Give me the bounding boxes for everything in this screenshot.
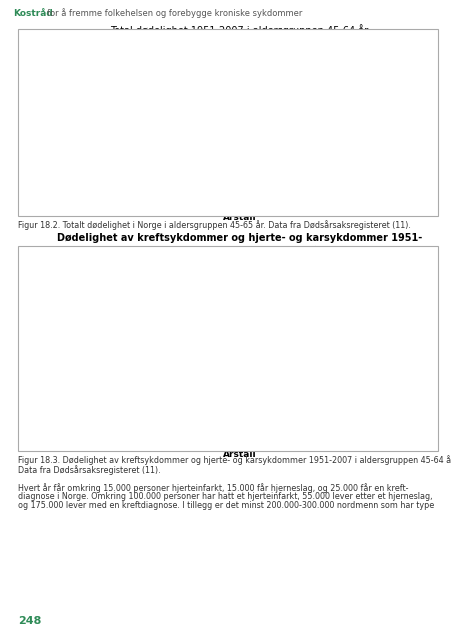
- Legend: Total død menn, Total død kvinner: Total død menn, Total død kvinner: [329, 42, 416, 68]
- Text: Hvert år får omkring 15.000 personer hjerteinfarkt, 15.000 får hjerneslag, og 25: Hvert år får omkring 15.000 personer hje…: [18, 483, 408, 493]
- X-axis label: Årstall: Årstall: [222, 213, 256, 222]
- Text: for å fremme folkehelsen og forebygge kroniske sykdommer: for å fremme folkehelsen og forebygge kr…: [47, 8, 302, 18]
- Text: Figur 18.2. Totalt dødelighet i Norge i aldersgruppen 45-65 år. Data fra Dødsårs: Figur 18.2. Totalt dødelighet i Norge i …: [18, 220, 410, 230]
- Title: Dødelighet av kreftsykdommer og hjerte- og karsykdommer 1951-
2007 i aldersgrupp: Dødelighet av kreftsykdommer og hjerte- …: [57, 233, 421, 259]
- Text: og 175.000 lever med en kreftdiagnose. I tillegg er det minst 200.000-300.000 no: og 175.000 lever med en kreftdiagnose. I…: [18, 501, 433, 510]
- Text: Figur 18.3. Dødelighet av kreftsykdommer og hjerte- og karsykdommer 1951-2007 i : Figur 18.3. Dødelighet av kreftsykdommer…: [18, 455, 451, 465]
- Text: diagnose i Norge. Omkring 100.000 personer har hatt et hjerteinfarkt, 55.000 lev: diagnose i Norge. Omkring 100.000 person…: [18, 492, 432, 501]
- Y-axis label: Døde per 100 000: Døde per 100 000: [21, 83, 30, 151]
- Text: 248: 248: [18, 616, 41, 626]
- Y-axis label: Døde per 100 000: Døde per 100 000: [26, 312, 35, 381]
- Title: Total dødelighet 1951-2007 i aldersgruppen 45-64 år: Total dødelighet 1951-2007 i aldersgrupp…: [110, 24, 368, 36]
- X-axis label: Årstall: Årstall: [222, 450, 256, 459]
- Text: Data fra Dødsårsaksregisteret (11).: Data fra Dødsårsaksregisteret (11).: [18, 465, 161, 474]
- Legend: Hjerte/kar menn, Hjerte/kar kvinner, Kreft menn, Kreft kvinner: Hjerte/kar menn, Hjerte/kar kvinner, Kre…: [325, 264, 416, 311]
- Text: Kostråd: Kostråd: [14, 9, 53, 18]
